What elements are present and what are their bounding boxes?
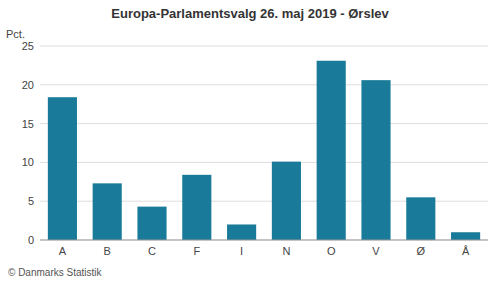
y-tick-label: 25 [22,40,34,52]
bar [361,80,390,240]
x-tick-label: A [59,245,67,257]
y-tick-label: 5 [28,195,34,207]
y-tick-label: 15 [22,118,34,130]
bar [272,162,301,240]
bar [137,207,166,240]
x-tick-label: N [282,245,290,257]
grid-line [40,240,488,241]
grid-line [40,84,488,85]
y-tick-label: 20 [22,79,34,91]
x-axis-line [40,240,488,241]
bar [93,183,122,240]
y-tick-label: 0 [28,234,34,246]
x-tick-label: C [148,245,156,257]
bar [451,232,480,240]
x-tick-label: I [240,245,243,257]
bar [406,197,435,240]
bars [48,61,480,240]
x-tick-label: V [372,245,380,257]
chart-title: Europa-Parlamentsvalg 26. maj 2019 - Ørs… [111,6,389,21]
grid [40,46,488,240]
bar [182,175,211,240]
bar [48,97,77,240]
bar [317,61,346,240]
bar [227,224,256,240]
x-tick-label: B [104,245,111,257]
x-tick-label: Ø [417,245,426,257]
x-tick-label: F [193,245,200,257]
x-tick-label: Å [462,245,470,257]
grid-line [40,162,488,163]
footer: © Danmarks Statistik [8,267,103,278]
grid-line [40,123,488,124]
grid-line [40,46,488,47]
y-axis-label: Pct. [6,28,25,40]
x-tick-label: O [327,245,336,257]
chart-svg: Europa-Parlamentsvalg 26. maj 2019 - Ørs… [0,0,500,282]
y-tick-label: 10 [22,156,34,168]
chart-container: Europa-Parlamentsvalg 26. maj 2019 - Ørs… [0,0,500,282]
